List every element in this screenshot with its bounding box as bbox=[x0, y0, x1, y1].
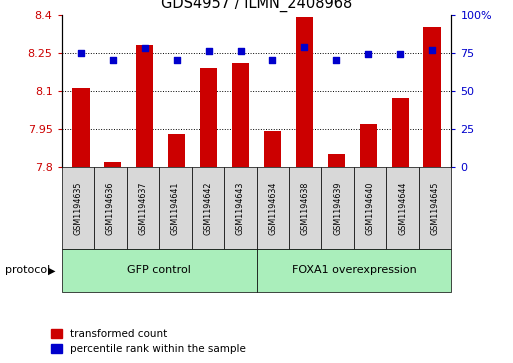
Text: GSM1194635: GSM1194635 bbox=[73, 181, 82, 234]
Point bbox=[268, 57, 277, 63]
Bar bbox=[136, 45, 153, 167]
Point bbox=[332, 57, 341, 63]
Text: protocol: protocol bbox=[5, 265, 50, 276]
Bar bbox=[328, 154, 345, 167]
Legend: transformed count, percentile rank within the sample: transformed count, percentile rank withi… bbox=[51, 329, 246, 354]
Text: GSM1194641: GSM1194641 bbox=[171, 181, 180, 234]
Point bbox=[428, 47, 437, 53]
Point bbox=[141, 45, 149, 51]
Text: FOXA1 overexpression: FOXA1 overexpression bbox=[291, 265, 417, 276]
Text: GSM1194636: GSM1194636 bbox=[106, 181, 115, 234]
Bar bbox=[423, 27, 441, 167]
Point bbox=[364, 51, 372, 57]
Text: GSM1194642: GSM1194642 bbox=[203, 181, 212, 234]
Text: GSM1194644: GSM1194644 bbox=[398, 181, 407, 234]
Text: GSM1194643: GSM1194643 bbox=[236, 181, 245, 234]
Text: ▶: ▶ bbox=[48, 265, 55, 276]
Point bbox=[300, 44, 308, 49]
Text: GSM1194634: GSM1194634 bbox=[268, 181, 277, 234]
Bar bbox=[360, 124, 377, 167]
Point bbox=[109, 57, 117, 63]
Bar bbox=[168, 134, 185, 167]
Bar bbox=[72, 88, 90, 167]
Text: GSM1194639: GSM1194639 bbox=[333, 181, 342, 234]
Text: GFP control: GFP control bbox=[127, 265, 191, 276]
Point bbox=[205, 48, 213, 54]
Bar bbox=[200, 68, 218, 167]
Title: GDS4957 / ILMN_2408968: GDS4957 / ILMN_2408968 bbox=[161, 0, 352, 12]
Point bbox=[396, 51, 404, 57]
Point bbox=[172, 57, 181, 63]
Text: GSM1194637: GSM1194637 bbox=[139, 181, 147, 234]
Bar bbox=[391, 98, 409, 167]
Bar bbox=[232, 63, 249, 167]
Point bbox=[76, 50, 85, 56]
Text: GSM1194645: GSM1194645 bbox=[431, 181, 440, 234]
Bar bbox=[264, 131, 281, 167]
Text: GSM1194640: GSM1194640 bbox=[366, 181, 374, 234]
Bar bbox=[295, 17, 313, 167]
Point bbox=[236, 48, 245, 54]
Text: GSM1194638: GSM1194638 bbox=[301, 181, 310, 234]
Bar bbox=[104, 162, 122, 167]
